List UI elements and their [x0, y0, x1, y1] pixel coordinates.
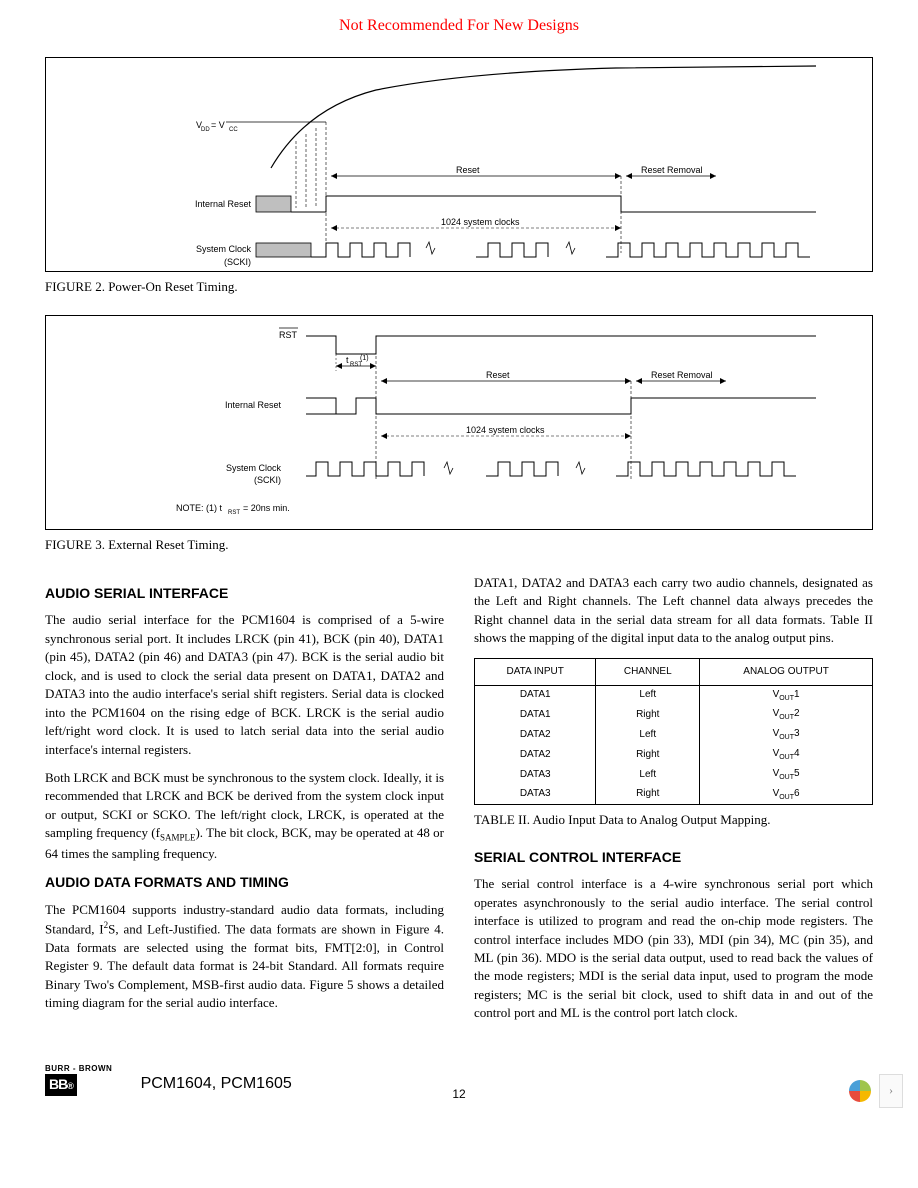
figure-3-box: RST t RST (1) Reset Reset Removal 1024 s…: [45, 315, 873, 530]
table-row: DATA2RightVOUT4: [475, 745, 873, 765]
table-2-caption: TABLE II. Audio Input Data to Analog Out…: [474, 811, 873, 829]
left-column: AUDIO SERIAL INTERFACE The audio serial …: [45, 574, 444, 1033]
figure-2-caption: FIGURE 2. Power-On Reset Timing.: [45, 278, 873, 296]
chevron-right-icon: ›: [889, 1082, 893, 1099]
table-2-hdr-1: CHANNEL: [596, 658, 700, 685]
svg-text:DD: DD: [201, 127, 210, 133]
svg-text:RST: RST: [350, 362, 362, 368]
fig3-label-internal-reset: Internal Reset: [201, 399, 281, 412]
svg-text:Reset: Reset: [486, 370, 510, 380]
hdr-audio-formats: AUDIO DATA FORMATS AND TIMING: [45, 873, 444, 893]
nav-widget: ›: [847, 1074, 903, 1108]
para-right-intro: DATA1, DATA2 and DATA3 each carry two au…: [474, 574, 873, 648]
fig2-label-internal-reset: Internal Reset: [171, 198, 251, 211]
svg-text:CC: CC: [229, 127, 238, 133]
table-row: DATA3RightVOUT6: [475, 785, 873, 805]
footer-product: PCM1604, PCM1605: [141, 1073, 292, 1095]
hdr-audio-serial: AUDIO SERIAL INTERFACE: [45, 584, 444, 604]
brand-logo-top: BURR - BROWN: [45, 1063, 112, 1074]
right-column: DATA1, DATA2 and DATA3 each carry two au…: [474, 574, 873, 1033]
para-serial-control-1: The serial control interface is a 4-wire…: [474, 875, 873, 1023]
svg-text:Reset Removal: Reset Removal: [641, 165, 703, 175]
para-audio-serial-1: The audio serial interface for the PCM16…: [45, 611, 444, 759]
svg-text:RST: RST: [228, 510, 240, 516]
watermark-header: Not Recommended For New Designs: [45, 15, 873, 37]
svg-text:t: t: [346, 355, 349, 365]
svg-text:1024 system clocks: 1024 system clocks: [441, 217, 520, 227]
watermark-text: Not Recommended For New Designs: [339, 17, 579, 34]
hdr-serial-control: SERIAL CONTROL INTERFACE: [474, 848, 873, 868]
pinwheel-icon[interactable]: [847, 1078, 873, 1104]
table-row: DATA3LeftVOUT5: [475, 765, 873, 785]
svg-text:Reset: Reset: [456, 165, 480, 175]
table-2-hdr-0: DATA INPUT: [475, 658, 596, 685]
figure-3-caption: FIGURE 3. External Reset Timing.: [45, 536, 873, 554]
fig2-label-system-clock: System Clock (SCKI): [171, 243, 251, 268]
body-columns: AUDIO SERIAL INTERFACE The audio serial …: [45, 574, 873, 1033]
table-2: DATA INPUT CHANNEL ANALOG OUTPUT DATA1Le…: [474, 658, 873, 806]
para-audio-serial-2: Both LRCK and BCK must be synchronous to…: [45, 769, 444, 863]
svg-text:(1): (1): [360, 355, 369, 362]
svg-text:RST: RST: [279, 330, 298, 340]
table-row: DATA1RightVOUT2: [475, 705, 873, 725]
table-2-hdr-2: ANALOG OUTPUT: [700, 658, 873, 685]
svg-text:NOTE: (1) t: NOTE: (1) t: [176, 503, 223, 513]
page-footer: BURR - BROWN BB® PCM1604, PCM1605 12 ›: [45, 1063, 873, 1103]
next-page-button[interactable]: ›: [879, 1074, 903, 1108]
figure-2-box: V DD = V CC Reset Reset Removal 1024 sys…: [45, 57, 873, 272]
svg-text:1024 system clocks: 1024 system clocks: [466, 425, 545, 435]
svg-text:= 20ns min.: = 20ns min.: [243, 503, 290, 513]
figure-2-svg: V DD = V CC Reset Reset Removal 1024 sys…: [46, 58, 872, 271]
brand-logo: BURR - BROWN BB®: [45, 1063, 112, 1096]
table-row: DATA1LeftVOUT1: [475, 685, 873, 705]
fig3-label-system-clock: System Clock (SCKI): [201, 462, 281, 487]
figure-3-svg: RST t RST (1) Reset Reset Removal 1024 s…: [46, 316, 872, 529]
svg-text:= V: = V: [211, 120, 225, 130]
brand-logo-bottom: BB®: [45, 1074, 77, 1096]
para-audio-formats-1: The PCM1604 supports industry-standard a…: [45, 901, 444, 1013]
footer-page-number: 12: [452, 1086, 465, 1103]
svg-text:Reset Removal: Reset Removal: [651, 370, 713, 380]
table-row: DATA2LeftVOUT3: [475, 725, 873, 745]
